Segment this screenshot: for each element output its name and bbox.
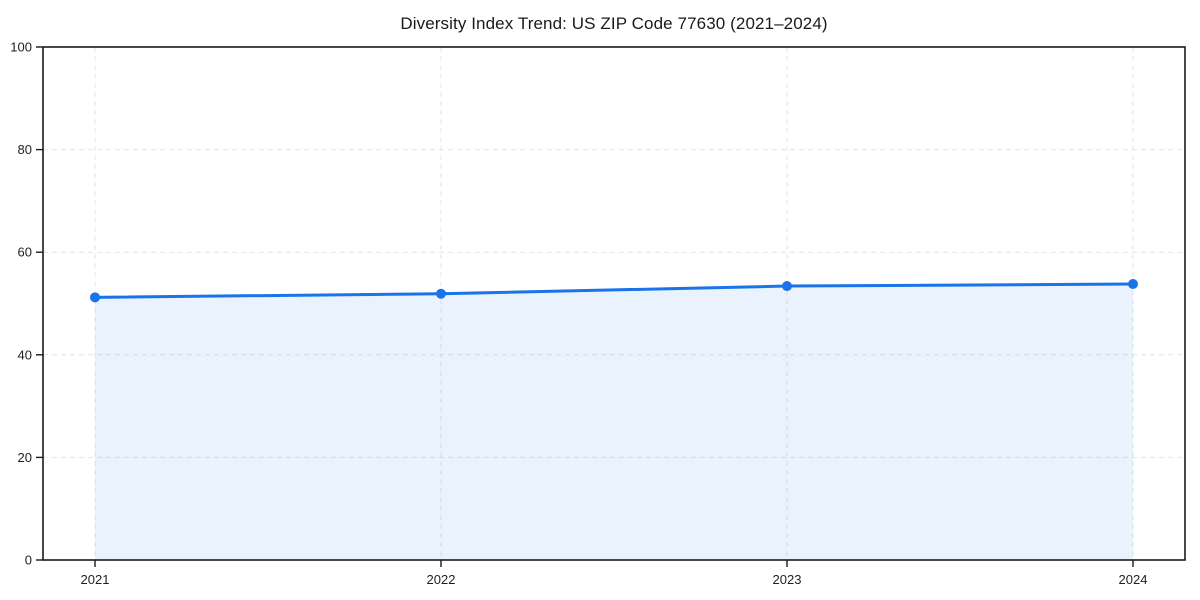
x-axis-tick-label: 2022: [427, 572, 456, 587]
y-axis-tick-label: 0: [25, 553, 32, 568]
data-point-2024: [1128, 279, 1138, 290]
data-point-2022: [436, 288, 446, 299]
data-point-2021: [90, 292, 100, 303]
plot-border: [42, 46, 1186, 561]
x-axis-tick-label: 2023: [773, 572, 802, 587]
y-axis-tick-label: 40: [18, 347, 32, 362]
y-axis-tick-label: 100: [10, 40, 32, 55]
x-axis-tick-label: 2021: [81, 572, 110, 587]
trend-line: [93, 282, 1135, 299]
y-axis-tick-label: 20: [18, 450, 32, 465]
x-axis-tick-label: 2024: [1119, 572, 1148, 587]
area-fill: [95, 284, 1133, 560]
chart-title: Diversity Index Trend: US ZIP Code 77630…: [400, 14, 828, 33]
y-axis-tick-label: 60: [18, 245, 32, 260]
y-axis-tick-label: 80: [18, 142, 32, 157]
data-point-2023: [782, 281, 792, 292]
